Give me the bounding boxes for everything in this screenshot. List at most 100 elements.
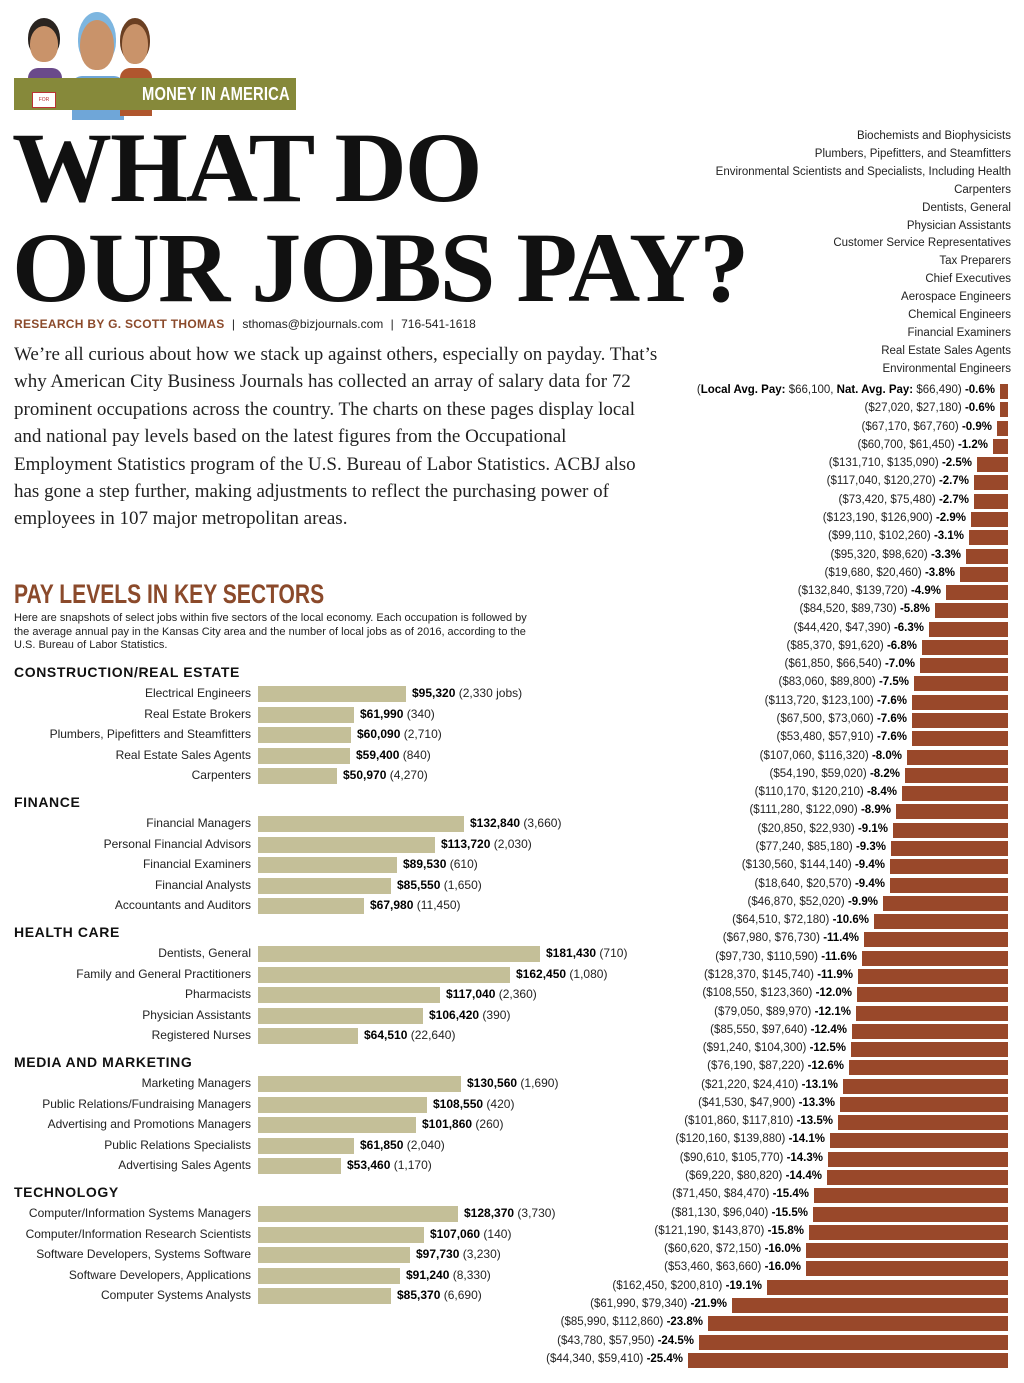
woman-head — [30, 26, 58, 62]
pay-bar — [258, 946, 540, 962]
pay-difference-percent: -3.3% — [930, 548, 961, 561]
occupation-label: Plumbers, Pipefitters, and Steamfitters — [814, 147, 1011, 160]
pay-amount: $60,090 — [357, 727, 401, 741]
pay-difference-row: ($77,240, $85,180) -9.3% — [500, 840, 1008, 858]
pay-difference-label: ($97,730, $110,590) -11.6% — [715, 950, 857, 963]
local-pay: $27,020 — [868, 402, 910, 415]
pay-difference-bar — [699, 1334, 1008, 1350]
pay-difference-label: ($130,560, $144,140) -9.4% — [741, 859, 885, 872]
pay-difference-row: ($113,720, $123,100) -7.6% — [500, 694, 1008, 712]
job-count-value: 2,360 — [502, 987, 533, 1001]
national-pay: $145,740 — [762, 968, 811, 981]
pay-difference-percent: -19.1% — [725, 1279, 762, 1292]
sector-heading: MEDIA AND MARKETING — [14, 1054, 193, 1070]
local-pay: $113,720 — [768, 694, 816, 707]
jobs-suffix: jobs — [496, 686, 519, 700]
job-label: Accountants and Auditors — [114, 898, 251, 912]
pay-difference-label: ($21,220, $24,410) -13.1% — [701, 1078, 838, 1091]
pay-bar — [258, 1096, 427, 1113]
local-pay: $60,700 — [861, 438, 903, 451]
national-pay: $123,100 — [821, 694, 870, 707]
pay-difference-label: ($67,500, $73,060) -7.6% — [776, 713, 907, 726]
doctor-head — [80, 20, 114, 70]
pay-difference-bar — [902, 786, 1008, 802]
pay-difference-percent: -2.7% — [938, 493, 969, 506]
pay-difference-percent: -10.6% — [832, 914, 869, 927]
job-label: Real Estate Sales Agents — [115, 747, 251, 762]
occupation-label: Environmental Engineers — [882, 362, 1012, 375]
pay-difference-bar — [969, 530, 1008, 546]
pay-difference-percent: -7.0% — [884, 658, 915, 671]
job-count-value: 140 — [487, 1226, 508, 1241]
job-count: (340) — [403, 706, 435, 721]
job-count-value: 2,710 — [407, 727, 438, 741]
pay-difference-label: ($73,420, $75,480) -2.7% — [838, 493, 969, 506]
national-pay: $126,900 — [880, 511, 929, 524]
national-pay: $110,590 — [767, 950, 815, 963]
sector-bar-row: Advertising and Promotions Managers $101,… — [0, 1115, 640, 1135]
pay-difference-percent: -0.6% — [964, 402, 995, 415]
job-count: (420) — [483, 1096, 515, 1111]
pay-amount: $85,550 — [397, 877, 441, 892]
national-pay: $80,820 — [736, 1170, 779, 1183]
pay-difference-label: ($85,990, $112,860) -23.8% — [560, 1316, 703, 1329]
pay-difference-label: ($85,550, $97,640) -12.4% — [710, 1023, 847, 1036]
pay-difference-percent: -8.0% — [871, 749, 902, 762]
pay-difference-label: ($64,510, $72,180) -10.6% — [732, 914, 869, 927]
job-count-value: 710 — [603, 946, 624, 960]
pay-difference-label: ($41,530, $47,900) -13.3% — [698, 1096, 835, 1109]
local-pay: $131,710 — [832, 457, 881, 470]
local-pay: $97,730 — [719, 950, 761, 963]
local-pay: $90,610 — [683, 1151, 726, 1164]
pay-difference-label: ($61,990, $79,340) -21.9% — [590, 1298, 727, 1310]
pay-difference-bar — [708, 1316, 1008, 1332]
occupation-label: Biochemists and Biophysicists — [856, 130, 1011, 142]
pay-difference-label: (Local Avg. Pay: $66,100, Nat. Avg. Pay:… — [696, 384, 995, 396]
local-pay: $76,190 — [710, 1060, 753, 1073]
national-pay: $57,950 — [608, 1334, 651, 1347]
pay-difference-bar — [840, 1096, 1008, 1112]
pay-difference-bar — [827, 1170, 1008, 1186]
pay-difference-row: ($67,500, $73,060) -7.6% — [500, 712, 1008, 730]
local-pay: $110,170 — [758, 786, 806, 799]
national-pay: $120,270 — [883, 475, 932, 488]
pay-difference-bar — [914, 676, 1008, 692]
national-pay: $24,410 — [752, 1078, 795, 1091]
job-count-value: 610 — [453, 857, 474, 871]
pay-value-label: $61,850 (2,040) — [360, 1138, 445, 1152]
pay-difference-row: ($41,530, $47,900) -13.3% — [500, 1096, 1008, 1114]
pay-amount: $130,560 — [467, 1076, 518, 1090]
national-pay: $20,460 — [876, 566, 918, 579]
pay-difference-bar — [893, 822, 1008, 838]
pay-difference-row: ($107,060, $116,320) -8.0% — [500, 749, 1008, 767]
local-pay: $120,160 — [679, 1133, 728, 1146]
section-banner: FOR SALE MONEY IN AMERICA — [14, 78, 296, 110]
job-label: Financial Analysts — [154, 877, 251, 892]
pay-difference-label: ($91,240, $104,300) -12.5% — [702, 1042, 846, 1055]
pay-value-label: $50,970 (4,270) — [343, 768, 428, 782]
job-count: (2,040) — [403, 1137, 445, 1152]
job-label: Public Relations/Fundraising Managers — [42, 1096, 251, 1111]
national-pay-label: Nat. Avg. Pay: — [836, 384, 914, 396]
job-label: Marketing Managers — [141, 1076, 251, 1090]
pay-difference-label: ($81,130, $96,040) -15.5% — [671, 1206, 808, 1219]
national-pay: $47,900 — [749, 1096, 792, 1109]
job-count: (2,360) — [495, 987, 537, 1001]
job-count-value: 1,080 — [573, 966, 604, 981]
pay-value-label: $181,430 (710) — [546, 946, 627, 960]
pay-difference-percent: -6.8% — [886, 639, 917, 652]
job-count: (140) — [480, 1226, 512, 1241]
pay-value-label: $117,040 (2,360) — [446, 987, 537, 1001]
man-head — [122, 24, 148, 64]
pay-difference-bar — [922, 639, 1008, 655]
byline-separator: | — [390, 317, 394, 331]
pay-difference-percent: -13.5% — [796, 1115, 833, 1128]
pay-difference-label: ($44,340, $59,410) -25.4% — [546, 1352, 683, 1365]
pay-difference-label: ($128,370, $145,740) -11.9% — [703, 968, 853, 981]
pay-difference-row: ($120,160, $139,880) -14.1% — [500, 1132, 1008, 1150]
occupation-label: Physician Assistants — [906, 219, 1011, 232]
pay-difference-row: ($46,870, $52,020) -9.9% — [500, 895, 1008, 913]
byline-email[interactable]: sthomas@bizjournals.com — [242, 317, 384, 331]
job-count: (1,170) — [390, 1158, 432, 1172]
job-count-value: 840 — [406, 747, 427, 762]
